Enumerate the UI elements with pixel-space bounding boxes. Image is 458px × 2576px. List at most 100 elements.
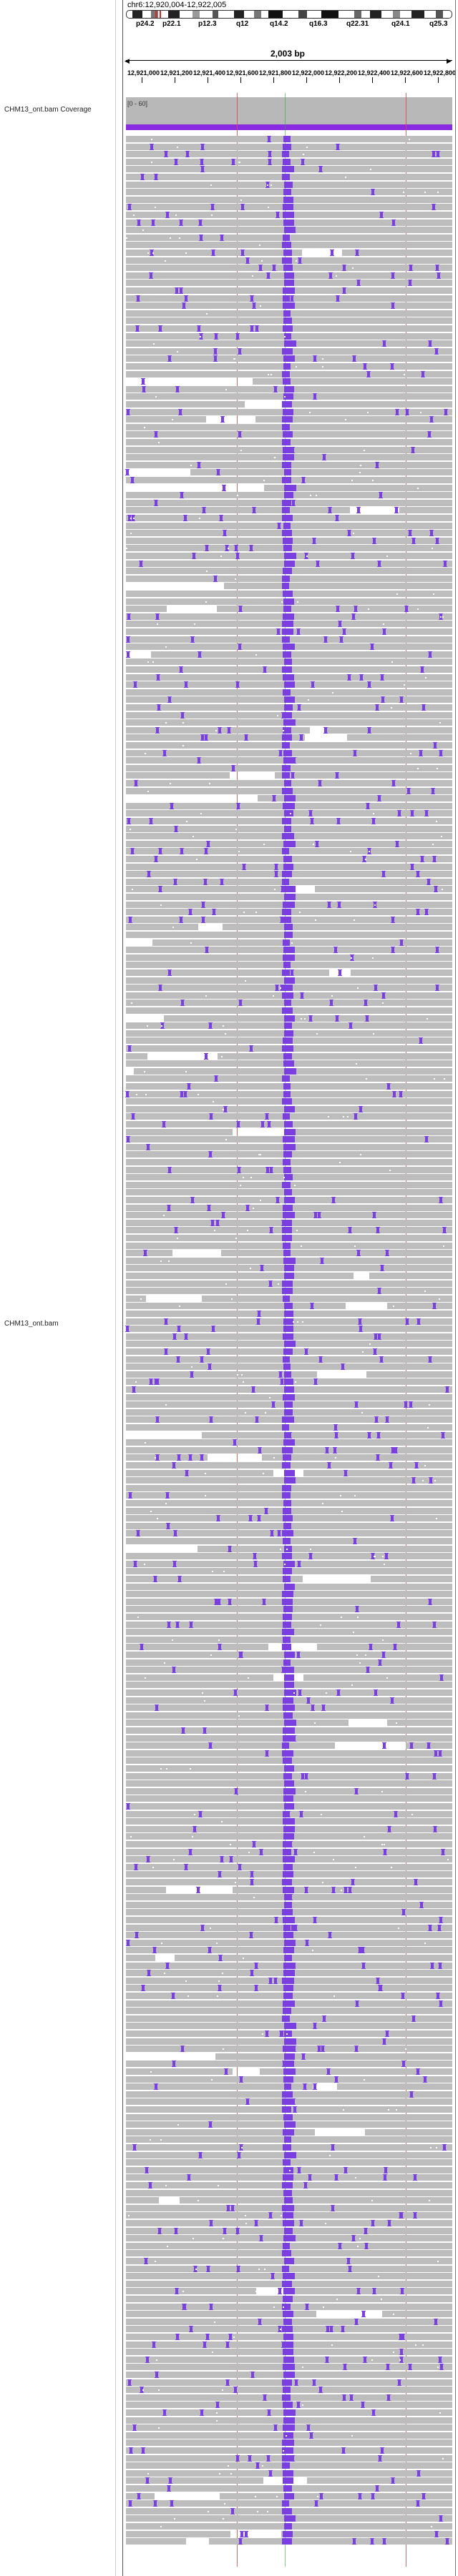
insertion-cluster[interactable] [282, 833, 294, 839]
insertion-marker[interactable] [237, 2152, 241, 2158]
insertion-marker[interactable] [380, 1265, 384, 1271]
insertion-marker[interactable] [127, 204, 132, 210]
insertion-cluster[interactable] [284, 1765, 294, 1772]
insertion-marker[interactable] [280, 984, 284, 991]
insertion-marker[interactable] [334, 1432, 338, 1438]
insertion-marker[interactable] [327, 1462, 331, 1469]
insertion-marker[interactable] [439, 1674, 444, 1681]
insertion-cluster[interactable] [284, 2493, 294, 2499]
insertion-marker[interactable] [424, 810, 429, 816]
insertion-cluster[interactable] [282, 1416, 294, 1423]
insertion-marker[interactable] [280, 1378, 284, 1385]
aligned-read[interactable] [126, 1250, 172, 1256]
insertion-marker[interactable] [424, 1136, 429, 1143]
insertion-cluster[interactable] [283, 1538, 291, 1544]
insertion-marker[interactable] [435, 947, 439, 953]
insertion-cluster[interactable] [284, 1803, 294, 1810]
insertion-marker[interactable] [248, 1515, 253, 1521]
insertion-marker[interactable] [177, 1454, 181, 1461]
insertion-marker[interactable] [248, 2455, 252, 2462]
insertion-marker[interactable] [223, 2228, 227, 2234]
insertion-marker[interactable] [190, 1197, 195, 1203]
insertion-cluster[interactable] [284, 2023, 296, 2029]
insertion-marker[interactable] [211, 250, 215, 256]
insertion-marker[interactable] [280, 917, 284, 923]
aligned-read[interactable] [126, 2500, 452, 2507]
insertion-cluster[interactable] [282, 1485, 291, 1491]
insertion-cluster[interactable] [284, 1902, 292, 1908]
insertion-marker[interactable] [303, 2083, 307, 2090]
aligned-read[interactable] [126, 1454, 208, 1461]
insertion-marker[interactable] [132, 2424, 137, 2431]
insertion-cluster[interactable] [283, 1508, 291, 1514]
insertion-marker[interactable] [200, 1356, 204, 1363]
insertion-marker[interactable] [225, 545, 229, 551]
insertion-marker[interactable] [179, 219, 183, 226]
insertion-cluster[interactable] [283, 757, 296, 764]
insertion-cluster[interactable] [283, 1637, 291, 1643]
insertion-marker[interactable] [348, 1887, 352, 1893]
insertion-cluster[interactable] [284, 1652, 295, 1658]
insertion-marker[interactable] [366, 1667, 370, 1673]
insertion-marker[interactable] [260, 1265, 264, 1271]
insertion-cluster[interactable] [283, 1826, 295, 1832]
insertion-marker[interactable] [354, 1113, 358, 1120]
insertion-marker[interactable] [432, 204, 436, 210]
insertion-marker[interactable] [136, 295, 140, 302]
insertion-cluster[interactable] [282, 515, 293, 521]
insertion-cluster[interactable] [284, 1432, 291, 1438]
insertion-marker[interactable] [293, 2106, 297, 2113]
insertion-marker[interactable] [166, 1523, 170, 1529]
insertion-cluster[interactable] [283, 856, 292, 862]
insertion-marker[interactable] [383, 2174, 387, 2181]
insertion-marker[interactable] [204, 1053, 208, 1060]
insertion-marker[interactable] [165, 1492, 170, 1499]
insertion-marker[interactable] [197, 325, 201, 332]
insertion-marker[interactable] [196, 1887, 200, 1893]
aligned-read[interactable] [255, 416, 452, 423]
insertion-cluster[interactable] [282, 765, 291, 771]
insertion-cluster[interactable] [283, 613, 294, 620]
insertion-marker[interactable] [325, 2357, 329, 2363]
insertion-cluster[interactable] [284, 1477, 296, 1484]
insertion-cluster[interactable] [283, 325, 293, 332]
insertion-marker[interactable] [381, 992, 386, 999]
insertion-marker[interactable] [210, 204, 215, 210]
insertion-marker[interactable] [370, 643, 374, 650]
insertion-marker[interactable] [386, 2394, 391, 2401]
insertion-cluster[interactable] [283, 1757, 292, 1764]
aligned-read[interactable] [152, 939, 452, 946]
insertion-marker[interactable] [201, 902, 205, 908]
aligned-read[interactable] [224, 583, 452, 589]
insertion-cluster[interactable] [284, 2258, 294, 2264]
insertion-marker[interactable] [164, 151, 168, 157]
insertion-cluster[interactable] [284, 272, 294, 279]
insertion-marker[interactable] [313, 1917, 317, 1923]
insertion-cluster[interactable] [283, 295, 290, 302]
insertion-marker[interactable] [127, 2379, 132, 2386]
insertion-marker[interactable] [411, 1477, 416, 1484]
insertion-cluster[interactable] [283, 568, 292, 574]
insertion-cluster[interactable] [282, 1591, 293, 1597]
insertion-marker[interactable] [354, 606, 358, 612]
insertion-marker[interactable] [253, 1553, 257, 1559]
insertion-marker[interactable] [214, 1075, 218, 1082]
insertion-marker[interactable] [199, 333, 203, 340]
insertion-marker[interactable] [361, 1963, 366, 1969]
insertion-cluster[interactable] [284, 1311, 293, 1317]
insertion-marker[interactable] [171, 1993, 175, 1999]
insertion-marker[interactable] [263, 2394, 267, 2401]
insertion-cluster[interactable] [283, 954, 295, 961]
insertion-marker[interactable] [254, 2220, 258, 2226]
insertion-marker[interactable] [206, 1348, 210, 1355]
insertion-marker[interactable] [139, 561, 143, 567]
insertion-marker[interactable] [327, 902, 331, 908]
insertion-marker[interactable] [429, 530, 434, 536]
insertion-cluster[interactable] [284, 1129, 296, 1135]
insertion-cluster[interactable] [282, 2439, 294, 2446]
insertion-marker[interactable] [416, 871, 420, 877]
insertion-marker[interactable] [235, 2455, 240, 2462]
insertion-marker[interactable] [220, 1856, 224, 1862]
insertion-marker[interactable] [382, 2038, 386, 2045]
aligned-read[interactable] [126, 1303, 346, 1309]
